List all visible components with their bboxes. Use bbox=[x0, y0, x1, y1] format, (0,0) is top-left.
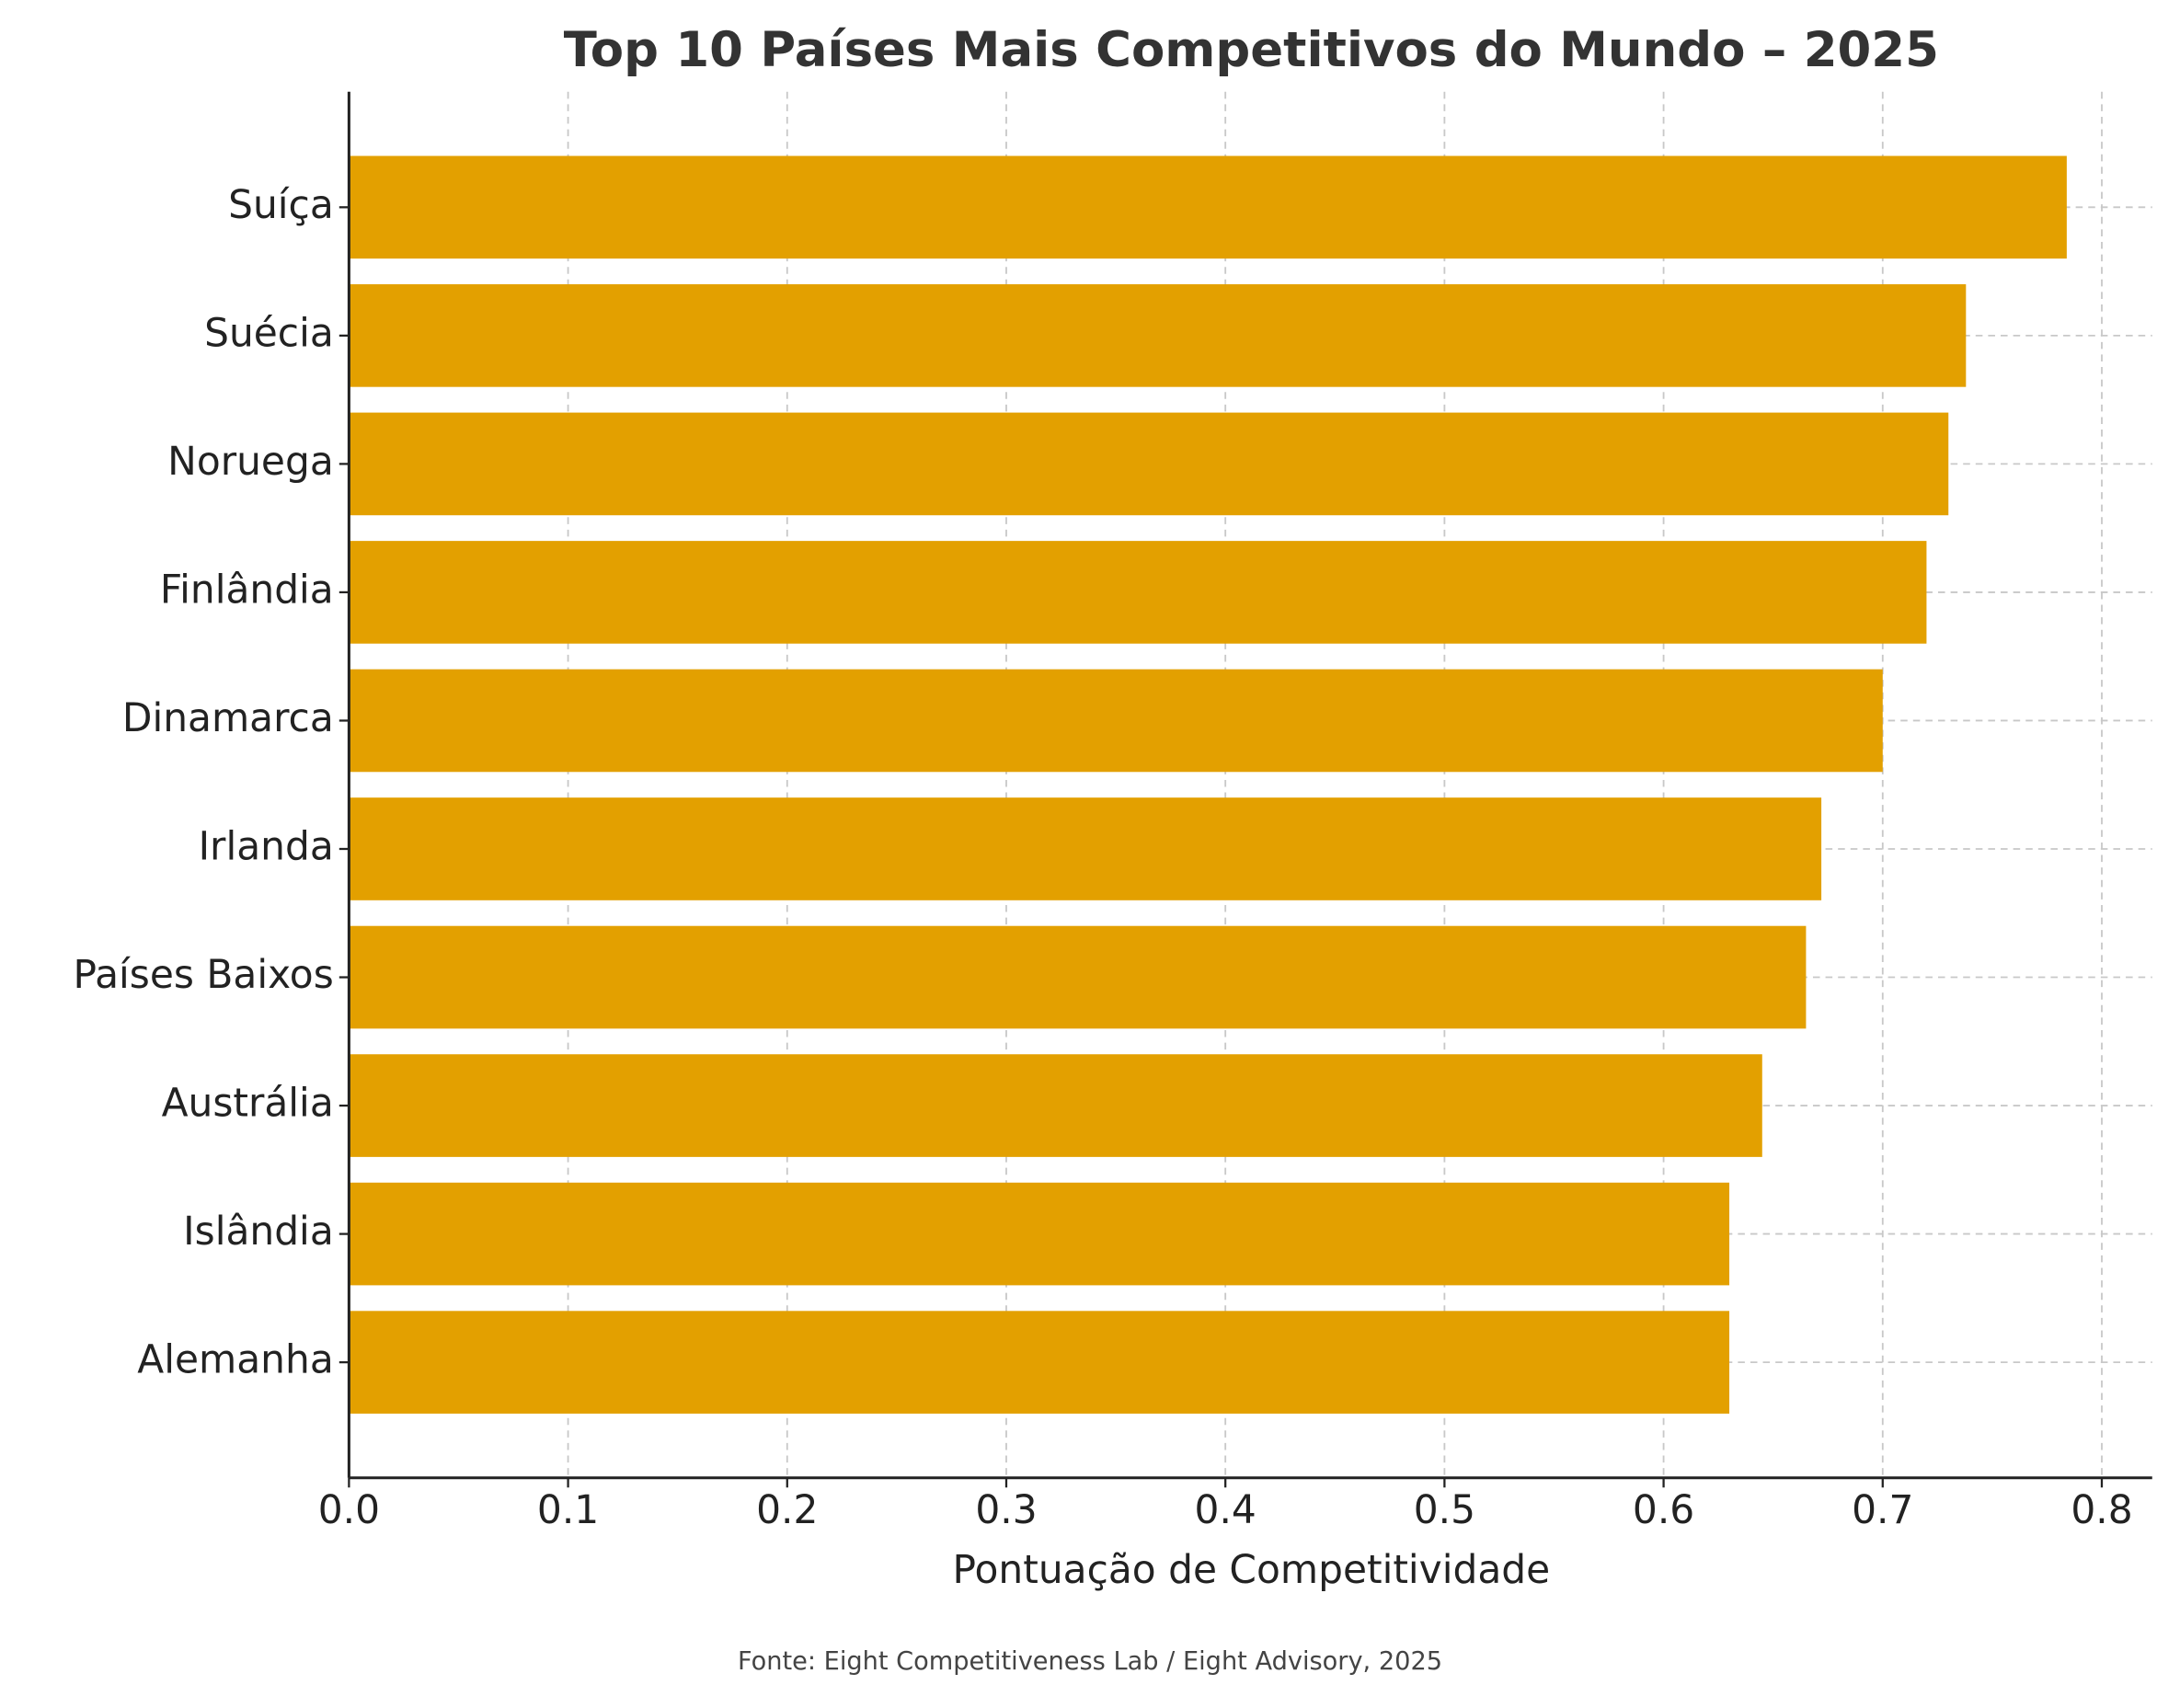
x-axis-label: Pontuação de Competitividade bbox=[953, 1547, 1551, 1592]
source-note: Fonte: Eight Competitiveness Lab / Eight… bbox=[738, 1647, 1442, 1676]
y-tick-label: Alemanha bbox=[137, 1337, 333, 1382]
x-tick-label: 0.7 bbox=[1852, 1487, 1913, 1532]
x-tick-label: 0.5 bbox=[1414, 1487, 1475, 1532]
x-tick-label: 0.3 bbox=[975, 1487, 1037, 1532]
x-tick-label: 0.0 bbox=[318, 1487, 380, 1532]
y-tick-label: Irlanda bbox=[199, 823, 334, 868]
bar bbox=[349, 797, 1822, 900]
bar bbox=[349, 412, 1949, 516]
x-tick-label: 0.1 bbox=[537, 1487, 599, 1532]
bar bbox=[349, 1182, 1730, 1286]
bar bbox=[349, 284, 1967, 387]
y-tick-label: Suíça bbox=[228, 182, 334, 227]
y-tick-label: Austrália bbox=[162, 1081, 334, 1126]
y-tick-label: Países Baixos bbox=[73, 952, 333, 997]
y-tick-label: Noruega bbox=[167, 439, 334, 484]
bar bbox=[349, 925, 1807, 1029]
x-tick-label: 0.4 bbox=[1195, 1487, 1256, 1532]
bar bbox=[349, 1311, 1730, 1414]
y-tick-label: Islândia bbox=[183, 1209, 334, 1254]
y-tick-label: Finlândia bbox=[160, 567, 334, 612]
chart-title: Top 10 Países Mais Competitivos do Mundo… bbox=[564, 22, 1939, 78]
y-tick-label: Dinamarca bbox=[122, 695, 334, 740]
bar bbox=[349, 541, 1927, 644]
bar bbox=[349, 155, 2067, 259]
y-tick-label: Suécia bbox=[204, 310, 334, 355]
x-tick-label: 0.8 bbox=[2071, 1487, 2132, 1532]
bar bbox=[349, 1054, 1762, 1157]
x-tick-label: 0.6 bbox=[1633, 1487, 1694, 1532]
x-tick-label: 0.2 bbox=[756, 1487, 818, 1532]
bar bbox=[349, 669, 1883, 773]
